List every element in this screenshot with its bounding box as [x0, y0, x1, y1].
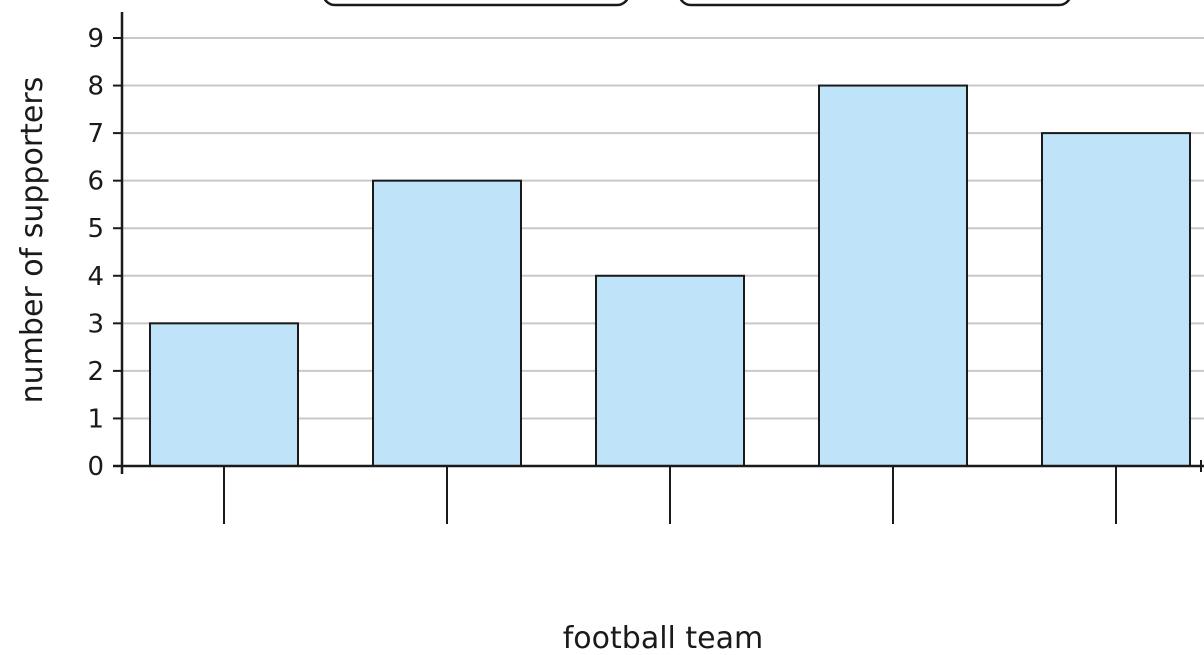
bar [1041, 132, 1191, 467]
y-axis-title: number of supporters [15, 77, 50, 404]
y-tick-label: 4 [87, 262, 104, 292]
y-tick-label: 5 [87, 214, 104, 244]
label-box-left [323, 0, 629, 7]
y-tick-label: 2 [87, 357, 104, 387]
axis-layer: 0 1 2 3 4 5 6 7 8 9 [87, 12, 1204, 524]
x-axis-title: football team [563, 621, 764, 655]
bar [818, 84, 968, 468]
grid-layer [122, 37, 1204, 420]
bar [372, 179, 522, 468]
bar [595, 274, 745, 467]
label-box-right [679, 0, 1071, 7]
bar-layer [149, 84, 1191, 468]
y-tick-label: 8 [87, 72, 104, 102]
y-tick-label: 0 [87, 452, 104, 482]
bar [149, 322, 299, 468]
y-tick-label: 9 [87, 24, 104, 54]
y-tick-label: 3 [87, 309, 104, 339]
y-tick-label: 1 [87, 404, 104, 434]
y-tick-label: 6 [87, 167, 104, 197]
y-tick-label: 7 [87, 119, 104, 149]
